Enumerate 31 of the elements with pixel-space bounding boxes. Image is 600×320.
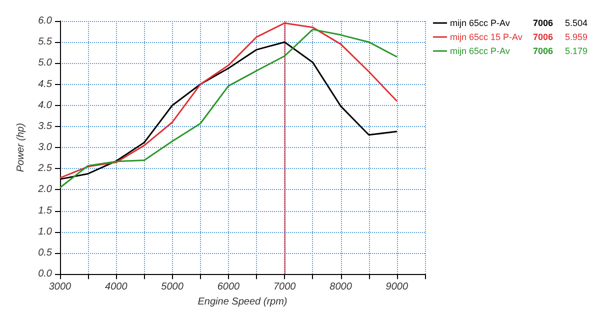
legend-label: mijn 65cc 15 P-Av	[450, 32, 523, 42]
y-axis-title: Power (hp)	[16, 123, 26, 172]
y-tick-label: 5.5	[38, 36, 52, 48]
x-tick-label: 4000	[105, 282, 128, 293]
x-tick-label: 9000	[386, 282, 408, 293]
y-tick-label: 6.0	[38, 16, 52, 26]
legend-label: mijn 65cc P-Av	[450, 18, 510, 28]
y-tick-label: 5.0	[38, 58, 52, 69]
text: 5.504	[565, 18, 588, 28]
x-tick-label: 7000	[273, 282, 296, 293]
text: 7006	[533, 46, 554, 56]
x-axis-title: Engine Speed (rpm)	[198, 296, 288, 308]
y-tick-label: 0.5	[38, 248, 52, 259]
y-tick-label: 2.5	[37, 163, 52, 174]
x-tick-label: 5000	[161, 282, 184, 293]
y-tick-label: 1.5	[38, 205, 52, 216]
text: 7006	[533, 32, 554, 42]
x-tick-label: 3000	[48, 282, 72, 293]
text: 5.179	[565, 46, 588, 56]
x-tick-label: 6000	[217, 282, 240, 293]
y-tick-label: 3.0	[38, 142, 52, 154]
y-tick-label: 0.0	[38, 268, 52, 280]
y-tick-label: 1.0	[38, 226, 52, 238]
legend-label: mijn 65cc P-Av	[450, 46, 510, 56]
y-tick-label: 4.0	[38, 100, 52, 111]
text: 5.959	[565, 32, 588, 42]
x-tick-label: 8000	[330, 282, 352, 293]
y-tick-label: 2.0	[37, 184, 52, 196]
y-tick-label: 3.5	[38, 120, 52, 132]
text: 7006	[533, 18, 554, 28]
y-tick-label: 4.5	[38, 78, 52, 90]
